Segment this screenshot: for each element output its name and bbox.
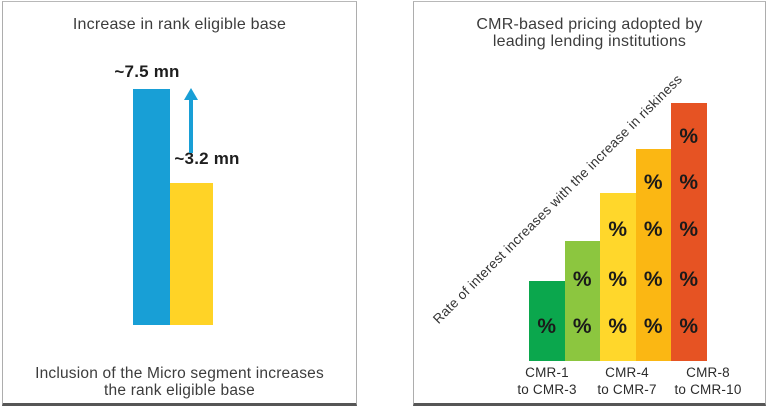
category-label-line1: CMR-8 xyxy=(686,365,730,380)
left-bar-blue xyxy=(132,89,170,325)
bar-value-label: ~7.5 mn xyxy=(114,62,180,81)
up-arrow-icon xyxy=(184,88,198,100)
right-panel-title: CMR-based pricing adopted by leading len… xyxy=(414,16,765,50)
left-bar-yellow xyxy=(169,183,213,325)
percent-icon: % xyxy=(608,315,628,338)
risk-bar-2 xyxy=(564,241,600,361)
left-caption-line2: the rank eligible base xyxy=(104,382,255,399)
left-caption: Inclusion of the Micro segment increases… xyxy=(3,365,356,399)
percent-icon: % xyxy=(679,268,699,291)
up-arrow-shaft xyxy=(189,99,193,153)
percent-icon: % xyxy=(679,218,699,241)
category-label-line2: to CMR-3 xyxy=(517,382,577,397)
percent-icon: % xyxy=(643,171,663,194)
left-panel-title: Increase in rank eligible base xyxy=(72,16,287,33)
category-label-line1: CMR-1 xyxy=(525,365,569,380)
category-label-line1: CMR-4 xyxy=(605,365,649,380)
left-panel: Increase in rank eligible base ~7.5 mn ~3… xyxy=(2,1,357,406)
percent-icon: % xyxy=(679,125,699,148)
percent-icon: % xyxy=(643,315,663,338)
percent-icon: % xyxy=(572,268,592,291)
right-panel-title-line2: leading lending institutions xyxy=(492,33,687,50)
percent-icon: % xyxy=(679,171,699,194)
percent-icon: % xyxy=(679,315,699,338)
percent-icon: % xyxy=(643,268,663,291)
left-chart: ~7.5 mn ~3.2 mn xyxy=(3,2,356,403)
risk-bar-1 xyxy=(529,281,565,361)
risk-bar-3 xyxy=(600,193,636,361)
category-label-line2: to CMR-10 xyxy=(674,382,742,397)
percent-icon: % xyxy=(572,315,592,338)
category-label-line2: to CMR-7 xyxy=(597,382,657,397)
percent-icon: % xyxy=(608,218,628,241)
risk-bar-5 xyxy=(671,103,707,361)
bar-value-label: ~3.2 mn xyxy=(174,149,240,168)
percent-icon: % xyxy=(643,218,663,241)
percent-icon: % xyxy=(608,268,628,291)
category-label: CMR-8 to CMR-10 xyxy=(674,364,741,398)
percent-icon: % xyxy=(537,315,557,338)
category-label: CMR-1 to CMR-3 xyxy=(517,364,576,398)
risk-bar-4 xyxy=(635,149,671,361)
right-panel-title-line1: CMR-based pricing adopted by xyxy=(476,16,703,33)
left-caption-line1: Inclusion of the Micro segment increases xyxy=(35,365,324,382)
right-panel: CMR-based pricing adopted by leading len… xyxy=(413,1,766,406)
right-chart: %%%%%%%%%%%%%%% CMR-1 to CMR-3 CMR-4 to CMR-… xyxy=(414,2,765,403)
category-label: CMR-4 to CMR-7 xyxy=(597,364,656,398)
